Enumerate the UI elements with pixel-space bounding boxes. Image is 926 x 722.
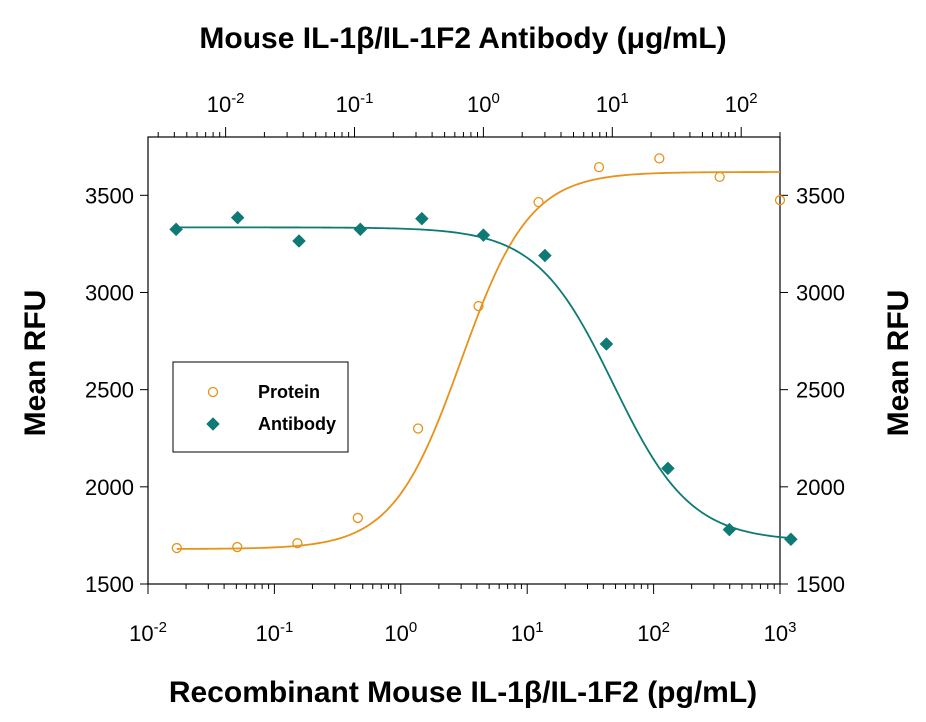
y-left-tick-label: 3000 [85,280,134,305]
antibody-point [784,532,798,547]
legend: Protein Antibody [172,361,349,453]
protein-point [412,423,424,434]
protein-point [232,541,243,553]
y-left-tick-label: 2000 [85,475,134,500]
protein-fit-curve [176,171,780,550]
chart-title: Mouse IL-1β/IL-1F2 Antibody (μg/mL) [199,22,726,55]
y-axis-title-right: Mean RFU [882,290,915,437]
x-top-tick-label: 10-1 [336,90,374,117]
y-axis-title-left: Mean RFU [19,290,52,437]
antibody-point [538,248,552,263]
protein-point [171,542,182,554]
legend-protein-label: Protein [258,382,320,402]
antibody-point [169,222,183,237]
protein-point [292,538,303,549]
x-tick-label: 10-1 [256,619,294,646]
x-top-tick-label: 102 [725,90,758,117]
antibody-point [414,211,429,226]
x-axis-title: Recombinant Mouse IL-1β/IL-1F2 (pg/mL) [169,676,757,709]
antibody-point [661,461,675,476]
data-points [169,153,798,554]
antibody-point [599,337,614,351]
legend-antibody-label: Antibody [258,414,336,434]
antibody-point [353,222,368,237]
antibody-point [292,234,306,248]
x-tick-label: 103 [764,619,797,646]
antibody-point [476,228,491,242]
y-right-tick-label: 1500 [796,572,845,597]
protein-point [654,153,665,164]
y-right-tick-label: 3000 [796,280,845,305]
x-tick-label: 101 [511,619,544,646]
y-right-tick-label: 2500 [796,378,845,403]
legend-protein-marker [207,386,219,398]
x-top-tick-label: 10-2 [207,90,245,117]
antibody-legend-symbol [206,417,220,431]
x-tick-label: 100 [384,619,417,646]
antibody-point [230,210,245,225]
protein-point [533,196,544,208]
legend-box [172,361,349,453]
legend-antibody-marker [206,417,220,431]
y-right-tick-label: 2000 [796,475,845,500]
y-right-tick-label: 3500 [796,183,845,208]
protein-point [774,195,786,206]
protein-point [473,300,484,312]
x-tick-label: 10-2 [129,619,167,646]
plot-frame [147,136,781,585]
x-top-tick-label: 100 [467,90,500,117]
y-left-tick-label: 3500 [85,183,134,208]
protein-point [714,171,725,182]
y-left-tick-label: 2500 [85,378,134,403]
y-left-tick-label: 1500 [85,572,134,597]
ticks-layer: 10-2 10-1 100 101 102 103 10-2 10-1 100 101 102 150… [85,90,845,646]
protein-point [593,161,605,173]
protein-legend-symbol [207,386,219,398]
x-tick-label: 102 [637,619,670,646]
protein-point [352,512,363,524]
x-top-tick-label: 101 [596,90,629,117]
antibody-point [722,522,737,537]
